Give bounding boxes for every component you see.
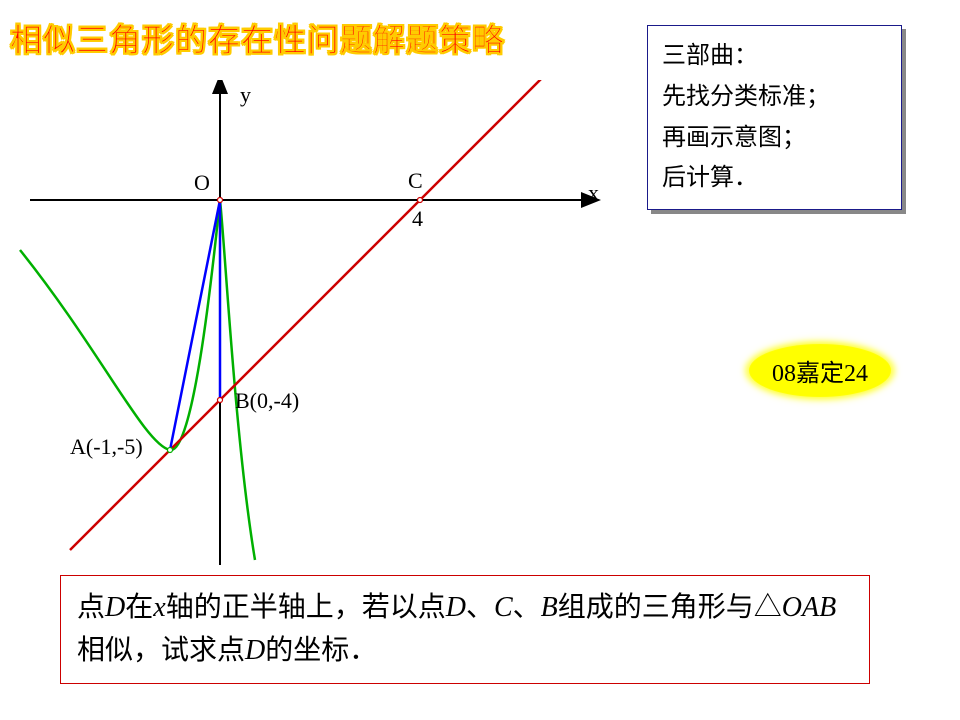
- math-identifier: D: [446, 592, 466, 623]
- label-y: y: [240, 82, 251, 108]
- steps-box: 三部曲： 先找分类标准； 再画示意图； 后计算．: [647, 25, 902, 210]
- steps-line-1: 三部曲：: [662, 36, 887, 77]
- problem-text: 在: [125, 592, 153, 623]
- source-badge: 08嘉定24: [750, 345, 890, 396]
- green-curve: [20, 200, 220, 450]
- math-identifier: x: [153, 592, 165, 623]
- red-line: [70, 80, 570, 550]
- problem-text: 相似，试求点: [77, 635, 245, 666]
- math-identifier: D: [245, 635, 265, 666]
- problem-text: 、: [513, 592, 541, 623]
- label-A: A(-1,-5): [70, 434, 143, 460]
- label-4: 4: [412, 206, 423, 232]
- label-C: C: [408, 168, 423, 194]
- point-B: [218, 398, 223, 403]
- point-A: [168, 448, 173, 453]
- page-title: 相似三角形的存在性问题解题策略: [10, 15, 505, 61]
- segment-OA: [170, 200, 220, 450]
- steps-line-2: 先找分类标准；: [662, 77, 887, 118]
- label-O: O: [194, 170, 210, 196]
- problem-text: 、: [466, 592, 494, 623]
- math-identifier: OAB: [782, 592, 836, 623]
- math-identifier: B: [541, 592, 558, 623]
- green-curve-right: [220, 200, 255, 560]
- math-identifier: D: [105, 592, 125, 623]
- point-C: [418, 198, 423, 203]
- label-B: B(0,-4): [235, 388, 299, 414]
- problem-statement: 点D在x轴的正半轴上，若以点D、C、B组成的三角形与△OAB相似，试求点D的坐标…: [60, 575, 870, 684]
- problem-text: 点: [77, 592, 105, 623]
- steps-line-3: 再画示意图；: [662, 118, 887, 159]
- point-O: [218, 198, 223, 203]
- math-identifier: C: [494, 592, 513, 623]
- problem-text: 的坐标．: [265, 635, 377, 666]
- label-x: x: [588, 180, 599, 206]
- steps-line-4: 后计算．: [662, 158, 887, 199]
- coordinate-graph: y x O C 4 B(0,-4) A(-1,-5): [10, 80, 630, 570]
- graph-svg: [10, 80, 630, 570]
- problem-text: 组成的三角形与△: [558, 592, 782, 623]
- problem-text: 轴的正半轴上，若以点: [166, 592, 446, 623]
